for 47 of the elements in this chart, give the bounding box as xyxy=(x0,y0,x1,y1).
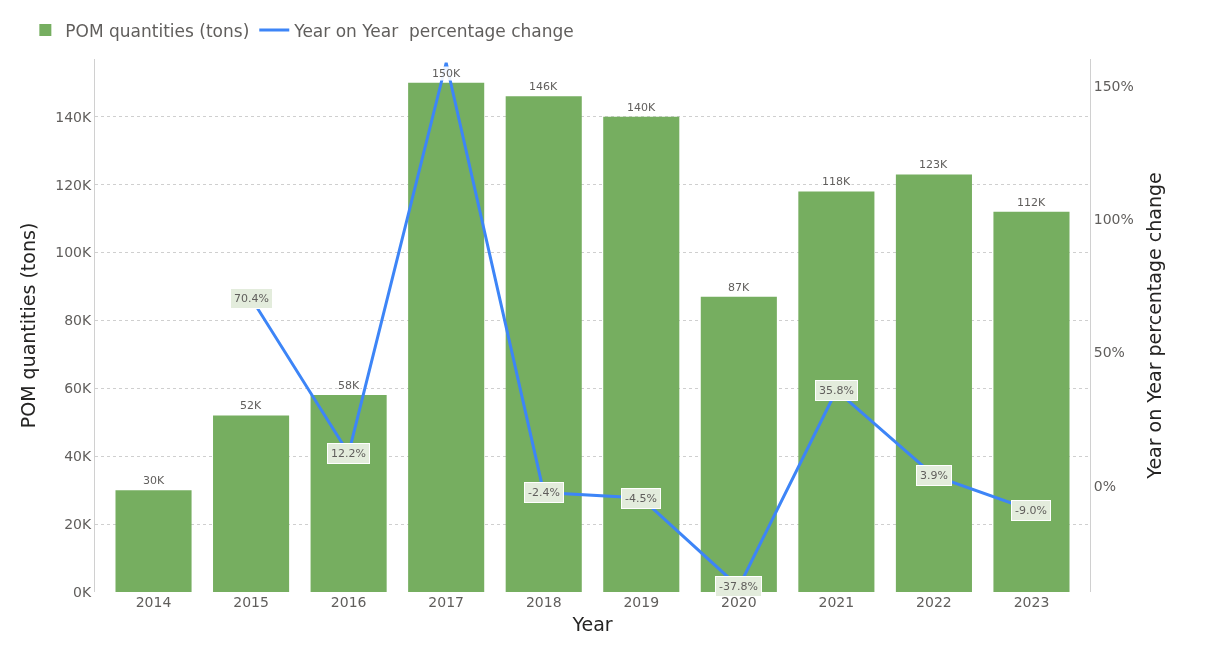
bar xyxy=(213,415,290,592)
data-label: 140K xyxy=(627,101,656,114)
bar xyxy=(993,211,1070,592)
y2-axis-title: Year on Year percentage change xyxy=(1142,172,1165,480)
x-tick-label: 2019 xyxy=(623,594,660,610)
y-tick-label: 140K xyxy=(55,108,93,125)
data-label: 52K xyxy=(240,399,262,412)
y-tick-label: 80K xyxy=(64,312,93,329)
data-label: 123K xyxy=(919,158,948,171)
x-tick-label: 2016 xyxy=(330,594,367,610)
data-label: 150K xyxy=(432,67,461,80)
y-axis-title: POM quantities (tons) xyxy=(17,222,40,429)
x-axis-title: Year xyxy=(571,612,613,635)
bar xyxy=(115,490,192,592)
x-tick-label: 2022 xyxy=(916,594,952,610)
y2-tick-label: 50% xyxy=(1093,344,1125,361)
bar xyxy=(895,174,972,592)
bar xyxy=(505,96,582,592)
data-label: 30K xyxy=(143,474,165,487)
x-tick-label: 2023 xyxy=(1013,594,1050,610)
data-label: 58K xyxy=(338,379,360,392)
bar xyxy=(408,82,485,592)
data-label: 118K xyxy=(822,175,851,188)
legend-label: POM quantities (tons) xyxy=(65,20,250,41)
data-label: 112K xyxy=(1017,196,1046,209)
bar xyxy=(798,191,875,592)
bar xyxy=(310,395,387,592)
y-tick-label: 20K xyxy=(64,516,93,532)
x-tick-label: 2014 xyxy=(135,594,172,610)
y-tick-label: 100K xyxy=(55,244,93,261)
x-tick-label: 2015 xyxy=(233,594,269,610)
y2-tick-label: 100% xyxy=(1093,211,1134,228)
y2-tick-label: 0% xyxy=(1093,477,1117,494)
legend-label: Year on Year percentage change xyxy=(293,20,574,41)
bar xyxy=(603,116,680,592)
data-label: 87K xyxy=(728,281,750,294)
x-tick-label: 2021 xyxy=(818,594,855,610)
x-tick-label: 2020 xyxy=(721,594,757,610)
y-tick-label: 120K xyxy=(55,176,93,193)
y-tick-label: 0K xyxy=(73,583,93,600)
data-label: 146K xyxy=(529,80,558,93)
y-tick-label: 40K xyxy=(64,448,93,465)
y2-tick-label: 150% xyxy=(1093,77,1134,94)
x-tick-label: 2018 xyxy=(525,594,562,610)
data-label: -37.8% xyxy=(719,580,758,593)
x-tick-label: 2017 xyxy=(428,594,464,610)
y-tick-label: 60K xyxy=(64,380,93,397)
